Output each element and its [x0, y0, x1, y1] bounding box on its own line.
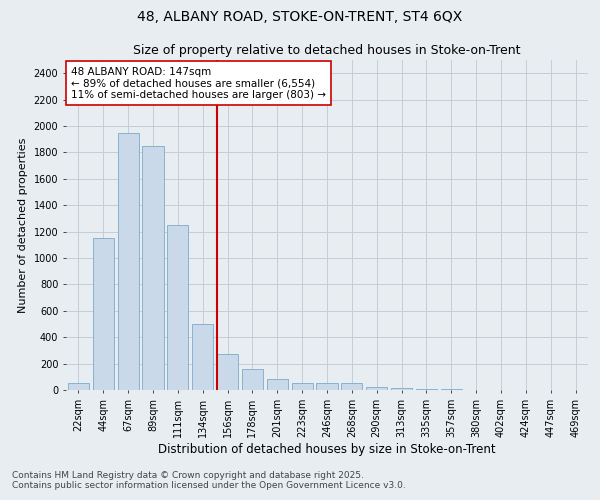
Title: Size of property relative to detached houses in Stoke-on-Trent: Size of property relative to detached ho… — [133, 44, 521, 58]
Text: Contains HM Land Registry data © Crown copyright and database right 2025.
Contai: Contains HM Land Registry data © Crown c… — [12, 470, 406, 490]
X-axis label: Distribution of detached houses by size in Stoke-on-Trent: Distribution of detached houses by size … — [158, 442, 496, 456]
Bar — [416, 388, 437, 390]
Bar — [366, 388, 387, 390]
Bar — [142, 146, 164, 390]
Text: 48, ALBANY ROAD, STOKE-ON-TRENT, ST4 6QX: 48, ALBANY ROAD, STOKE-ON-TRENT, ST4 6QX — [137, 10, 463, 24]
Bar — [242, 369, 263, 390]
Bar — [93, 238, 114, 390]
Bar — [167, 225, 188, 390]
Bar — [118, 132, 139, 390]
Bar — [217, 354, 238, 390]
Bar — [68, 384, 89, 390]
Bar — [391, 388, 412, 390]
Bar — [316, 382, 338, 390]
Y-axis label: Number of detached properties: Number of detached properties — [18, 138, 28, 312]
Bar — [341, 382, 362, 390]
Text: 48 ALBANY ROAD: 147sqm
← 89% of detached houses are smaller (6,554)
11% of semi-: 48 ALBANY ROAD: 147sqm ← 89% of detached… — [71, 66, 326, 100]
Bar — [192, 324, 213, 390]
Bar — [267, 380, 288, 390]
Bar — [292, 384, 313, 390]
